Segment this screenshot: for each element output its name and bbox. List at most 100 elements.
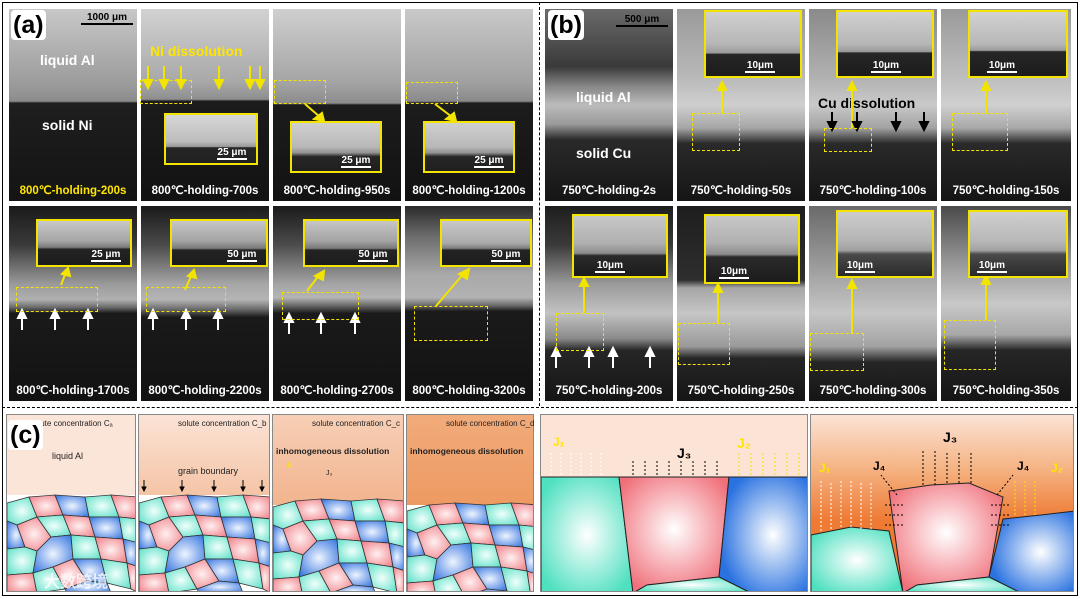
b-region-box xyxy=(810,333,864,371)
b-region-box xyxy=(824,128,872,152)
c-large2-j2: J₂ xyxy=(1051,461,1064,475)
a-solid-label: solid Ni xyxy=(42,117,93,133)
c-large-j2: J₂ xyxy=(737,435,752,451)
c-small-j3: J₃ xyxy=(326,470,333,477)
a-inset-700s: 25 μm xyxy=(164,113,258,165)
a-region-box xyxy=(406,82,458,104)
a-region-box xyxy=(146,287,226,312)
c-large2-j4b: J₄ xyxy=(1017,459,1030,473)
b-region-box xyxy=(678,323,730,365)
a-scale-bar-text: 1000 μm xyxy=(86,12,128,23)
a-inset-1200s: 25 μm xyxy=(423,121,515,173)
divider-c xyxy=(2,407,1078,408)
b-inset-100s: 10μm xyxy=(836,10,934,78)
b-region-box xyxy=(952,113,1008,151)
c-large2-j1: J₁ xyxy=(819,461,831,475)
b-inset-50s: 10μm xyxy=(704,10,802,78)
b-region-box xyxy=(944,320,996,370)
a-region-box xyxy=(414,306,488,341)
b-caption: 750℃-holding-350s xyxy=(952,385,1060,397)
a-caption: 800℃-holding-2200s xyxy=(148,385,262,397)
b-micrograph-2s: 750℃-holding-2s xyxy=(544,8,674,202)
a-dissolution-label: Ni dissolution xyxy=(150,43,243,59)
b-region-box xyxy=(692,113,740,151)
c-schematic-large-2: J₁ J₃ J₄ J₄ J₂ xyxy=(810,414,1074,592)
c-solute-a: solute concentration Cₐ xyxy=(30,419,113,428)
a-caption: 800℃-holding-3200s xyxy=(412,385,526,397)
c-large-grains-2 xyxy=(811,451,1073,591)
a-scale-bar: 1000 μm xyxy=(78,12,136,25)
a-region-box xyxy=(140,80,192,104)
a-region-box xyxy=(282,292,359,320)
b-inset-scale: 10μm xyxy=(595,260,625,273)
c-large-j3: J₃ xyxy=(677,445,692,461)
b-inset-300s: 10μm xyxy=(836,210,934,278)
a-caption: 800℃-holding-200s xyxy=(19,185,127,197)
a-caption: 800℃-holding-1200s xyxy=(412,185,526,197)
b-caption: 750℃-holding-2s xyxy=(561,185,657,197)
b-solid-label: solid Cu xyxy=(576,145,632,161)
a-caption: 800℃-holding-1700s xyxy=(16,385,130,397)
a-inset-scale: 50 μm xyxy=(491,249,521,262)
a-caption: 800℃-holding-2700s xyxy=(280,385,394,397)
a-micrograph-200s: 800℃-holding-200s xyxy=(8,8,138,202)
a-inset-2700s: 50 μm xyxy=(303,219,399,267)
b-caption: 750℃-holding-50s xyxy=(690,185,792,197)
b-inset-200s: 10μm xyxy=(572,214,668,278)
panel-c-label: (c) xyxy=(8,420,43,450)
b-inset-350s: 10μm xyxy=(968,210,1068,278)
b-liquid-label: liquid Al xyxy=(576,89,631,105)
c-small-j1: J₁ xyxy=(286,462,292,469)
a-inset-3200s: 50 μm xyxy=(440,219,532,267)
c-grain-boundary: grain boundary xyxy=(178,466,239,476)
panel-a-label: (a) xyxy=(11,10,46,40)
a-micrograph-700s: 800℃-holding-700s xyxy=(140,8,270,202)
c-large-j1: J₁ xyxy=(553,435,565,449)
c-small-arrows xyxy=(141,480,265,493)
c-large2-j4a: J₄ xyxy=(873,459,886,473)
c-inhomo-1: inhomogeneous dissolution xyxy=(276,446,390,456)
a-inset-scale: 25 μm xyxy=(217,147,247,160)
c-large-grains-1 xyxy=(541,453,807,591)
b-caption: 750℃-holding-200s xyxy=(555,385,663,397)
b-caption: 750℃-holding-300s xyxy=(819,385,927,397)
a-region-box xyxy=(16,287,98,312)
c-inhomo-2: inhomogeneous dissolution xyxy=(410,446,524,456)
c-schematic-2 xyxy=(138,414,270,592)
b-inset-scale: 10μm xyxy=(719,266,749,279)
b-caption: 750℃-holding-100s xyxy=(819,185,927,197)
panel-b-label: (b) xyxy=(548,10,584,40)
a-liquid-label: liquid Al xyxy=(40,52,95,68)
c-liquid-label: liquid Al xyxy=(52,451,84,461)
a-inset-scale: 50 μm xyxy=(358,249,388,262)
c-large2-j3: J₃ xyxy=(943,429,958,445)
a-inset-scale: 50 μm xyxy=(227,249,257,262)
b-inset-scale: 10μm xyxy=(745,60,775,73)
b-inset-scale: 10μm xyxy=(845,260,875,273)
b-inset-150s: 10μm xyxy=(968,10,1068,78)
c-schematic-3 xyxy=(272,414,404,592)
a-caption: 800℃-holding-700s xyxy=(151,185,259,197)
c-solute-d: solute concentration C_d xyxy=(446,419,535,428)
c-solute-c: solute concentration C_c xyxy=(312,419,401,428)
a-inset-1700s: 25 μm xyxy=(36,219,132,267)
a-inset-scale: 25 μm xyxy=(474,155,504,168)
b-inset-scale: 10μm xyxy=(987,60,1017,73)
b-caption: 750℃-holding-150s xyxy=(952,185,1060,197)
b-region-box xyxy=(556,313,604,351)
b-scale-bar: 500 μm xyxy=(612,14,672,27)
a-caption: 800℃-holding-950s xyxy=(283,185,391,197)
divider-ab xyxy=(539,2,540,406)
b-inset-scale: 10μm xyxy=(871,60,901,73)
b-scale-bar-text: 500 μm xyxy=(624,14,660,25)
b-arrows xyxy=(578,79,992,333)
a-region-box xyxy=(274,80,326,104)
a-inset-2200s: 50 μm xyxy=(170,219,268,267)
b-inset-250s: 10μm xyxy=(704,214,800,284)
c-solute-b: solute concentration C_b xyxy=(178,419,267,428)
c-schematic-large-1: J₁ J₃ J₂ xyxy=(540,414,808,592)
a-inset-950s: 25 μm xyxy=(290,121,382,173)
a-inset-scale: 25 μm xyxy=(91,249,121,262)
a-dissolution-arrows xyxy=(16,66,471,334)
